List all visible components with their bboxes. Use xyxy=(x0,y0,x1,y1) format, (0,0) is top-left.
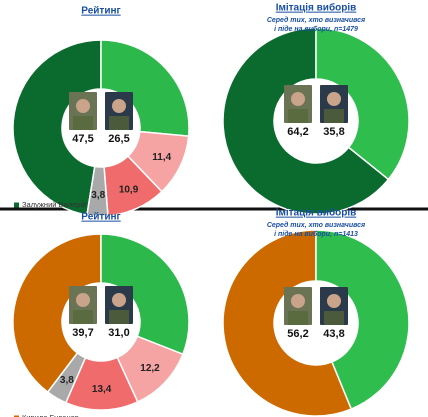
chart-subtitle: Серед тих, хто визначився xyxy=(267,16,365,24)
legend-label: Кирило Буданов xyxy=(22,413,79,417)
photo-body xyxy=(288,109,308,123)
photo-body xyxy=(109,310,129,324)
legend-swatch xyxy=(14,415,19,417)
center-label: 56,2 xyxy=(287,328,308,340)
chart-title: Імітація виборів xyxy=(276,207,357,219)
donut-segment xyxy=(315,229,410,411)
segment-label: 10,9 xyxy=(119,184,139,195)
center-label: 26,5 xyxy=(108,133,129,145)
center-label: 39,7 xyxy=(72,327,93,339)
donut-chart: 12,2 13,4 3,8 39,7 31,0 xyxy=(12,233,190,411)
chart-title: Рейтинг xyxy=(81,212,120,223)
donut-segment xyxy=(86,165,109,217)
photo-body xyxy=(73,116,93,130)
center-label: 43,8 xyxy=(323,328,344,340)
chart-title: Імітація виборів xyxy=(276,2,357,14)
segment-label: 11,4 xyxy=(152,152,171,163)
photo-face xyxy=(112,293,126,307)
donut-segment xyxy=(46,352,87,404)
center-label: 35,8 xyxy=(323,126,344,138)
donut-chart: 11,4 10,9 3,8 47,5 26,5 xyxy=(12,39,190,217)
donut-segment xyxy=(12,233,102,394)
donut-segment xyxy=(222,229,353,417)
legend-label: Залужний Валерій xyxy=(22,200,86,209)
photo-face xyxy=(291,92,305,106)
divider xyxy=(0,207,428,211)
legend-swatch xyxy=(14,202,19,208)
donut-segment xyxy=(222,27,390,215)
center-label: 31,0 xyxy=(108,327,129,339)
chart-subtitle: Серед тих, хто визначився xyxy=(267,221,365,229)
chart-subtitle: і піде на вибори, n=1413 xyxy=(274,230,358,238)
chart-subtitle: і піде на вибори, n=1479 xyxy=(274,25,358,33)
photo-body xyxy=(324,311,344,325)
donut-chart: 56,2 43,8 xyxy=(222,229,410,417)
photo-body xyxy=(73,310,93,324)
photo-face xyxy=(327,92,341,106)
segment-label: 12,2 xyxy=(140,363,160,374)
photo-face xyxy=(76,99,90,113)
chart-title: Рейтинг xyxy=(81,6,120,17)
photo-face xyxy=(76,293,90,307)
photo-face xyxy=(291,294,305,308)
photo-face xyxy=(327,294,341,308)
center-label: 64,2 xyxy=(287,126,308,138)
donut-segment xyxy=(12,39,102,216)
segment-label: 3,8 xyxy=(60,375,74,386)
photo-body xyxy=(109,116,129,130)
photo-body xyxy=(324,109,344,123)
photo-body xyxy=(288,311,308,325)
donut-chart: 64,2 35,8 xyxy=(222,27,410,215)
segment-label: 13,4 xyxy=(92,384,112,395)
segment-label: 3,8 xyxy=(91,190,105,201)
center-label: 47,5 xyxy=(72,133,93,145)
photo-face xyxy=(112,99,126,113)
